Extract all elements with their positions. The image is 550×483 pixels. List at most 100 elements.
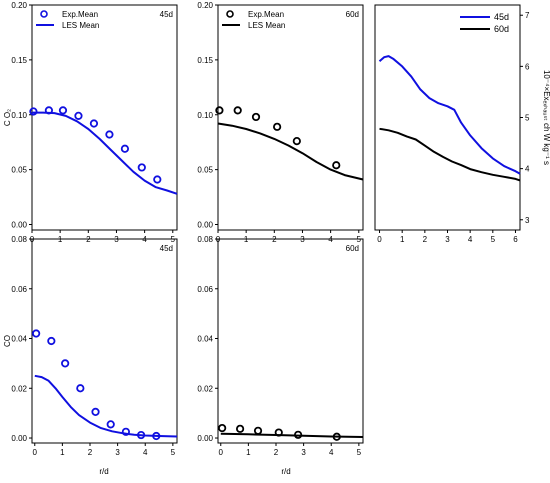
- x-tick-label: 0: [377, 235, 382, 244]
- y-tick-label: 0.02: [197, 384, 213, 393]
- plot-frame: [217, 4, 364, 231]
- y-tick-label: 0.00: [11, 221, 27, 230]
- data-point: [47, 336, 56, 346]
- data-point: [215, 106, 224, 115]
- data-point: [29, 107, 38, 116]
- x-tick-label: 3: [445, 235, 450, 244]
- series-line-les-mean: [220, 432, 364, 438]
- x-tick-label: 5: [171, 448, 176, 457]
- y-tick-label: 6: [525, 62, 530, 71]
- panel-label: 60d: [346, 244, 359, 253]
- chart-panel-co2-60d: 0123450.000.050.100.150.2060dExp.MeanLES…: [197, 1, 364, 244]
- data-point: [76, 384, 85, 393]
- series-line-45d: [378, 55, 521, 175]
- y-tick-label: 0.00: [197, 434, 213, 443]
- x-tick-label: 5: [357, 448, 362, 457]
- data-point: [251, 112, 261, 122]
- data-point: [273, 122, 282, 131]
- data-point: [153, 175, 162, 184]
- data-point: [137, 163, 146, 172]
- chart-panel-exergy: 0 1 2 3 4 5 6 3 4 5 6 7 10⁻⁴×Exₑₓₕₐᵤₛₜ ch W kg⁻¹ s 45…: [374, 4, 550, 244]
- legend-label: LES Mean: [62, 21, 99, 30]
- x-tick-label: 6: [513, 235, 518, 244]
- data-point: [121, 427, 131, 436]
- y-tick-label: 0.20: [197, 1, 213, 10]
- x-tick-label: 5: [491, 235, 496, 244]
- y-tick-label: 0.02: [11, 384, 27, 393]
- plot-frame: [374, 4, 521, 231]
- y-tick-label: 0.20: [11, 1, 27, 10]
- panel-label: 60d: [346, 10, 359, 19]
- y-tick-label: 0.15: [11, 56, 27, 65]
- chart-panel-co-60d: 0 1 2 3 4 5 0.00 0.02 0.04 0.06 0.08 60d: [197, 235, 364, 457]
- plot-frame: [31, 238, 178, 444]
- data-point: [106, 420, 115, 429]
- data-point: [89, 119, 99, 128]
- data-point: [233, 106, 242, 115]
- y-tick-label: 0.06: [11, 285, 27, 294]
- x-tick-label: 3: [115, 448, 120, 457]
- panel-label: 45d: [160, 10, 173, 19]
- x-tick-label: 1: [246, 448, 251, 457]
- legend-label: Exp.Mean: [62, 10, 98, 19]
- y-tick-label: 0.10: [11, 111, 27, 120]
- data-point: [253, 426, 263, 435]
- y-tick-label: 0.05: [11, 166, 27, 175]
- y-tick-label: 0.00: [11, 434, 27, 443]
- data-point: [332, 161, 341, 170]
- x-tick-label: 2: [423, 235, 428, 244]
- plot-frame: [31, 4, 178, 231]
- y-tick-label: 0.06: [197, 285, 213, 294]
- x-tick-label: 1: [400, 235, 405, 244]
- x-tick-label: 3: [301, 448, 306, 457]
- data-point: [120, 144, 130, 153]
- data-point: [105, 130, 114, 139]
- y-axis-label: C O₂: [3, 109, 12, 126]
- x-axis-label-mid: r/d: [281, 467, 290, 476]
- legend-marker: [226, 10, 234, 18]
- legend-label: Exp.Mean: [248, 10, 284, 19]
- data-point: [218, 423, 227, 433]
- x-tick-label: 2: [274, 448, 279, 457]
- x-tick-label: 2: [88, 448, 93, 457]
- x-tick-label: 0: [219, 448, 224, 457]
- data-point: [32, 329, 41, 338]
- x-tick-label: 4: [329, 448, 334, 457]
- y-tick-label: 0.10: [197, 111, 213, 120]
- data-point: [61, 359, 70, 368]
- data-point: [74, 111, 83, 120]
- x-axis-label-left: r/d: [99, 467, 108, 476]
- y-tick-label: 5: [525, 114, 530, 123]
- legend-marker: [40, 10, 48, 18]
- y-tick-label: 0.04: [11, 335, 27, 344]
- x-tick-label: 0: [33, 448, 38, 457]
- series-line-60d: [379, 127, 521, 182]
- y-tick-label: 0.05: [197, 166, 213, 175]
- series-line-les-mean: [32, 111, 178, 195]
- y-tick-label: 0.08: [197, 235, 213, 244]
- y-axis-label: 10⁻⁴×Exₑₓₕₐᵤₛₜ ch W kg⁻¹ s: [542, 70, 550, 165]
- y-tick-label: 0.15: [197, 56, 213, 65]
- y-tick-label: 0.04: [197, 335, 213, 344]
- data-point: [91, 407, 100, 417]
- y-tick-label: 0.08: [11, 235, 27, 244]
- x-tick-label: 4: [468, 235, 473, 244]
- series-line-les-mean: [217, 122, 364, 181]
- series-line-les-mean: [34, 374, 178, 438]
- y-tick-label: 0.00: [197, 221, 213, 230]
- legend-label: LES Mean: [248, 21, 285, 30]
- panel-label: 45d: [160, 244, 173, 253]
- legend-label: 60d: [494, 24, 509, 34]
- x-tick-label: 1: [60, 448, 65, 457]
- data-point: [292, 136, 301, 146]
- y-axis-label: CO: [3, 335, 12, 347]
- y-tick-label: 4: [525, 165, 530, 174]
- legend-label: 45d: [494, 12, 509, 22]
- x-tick-label: 4: [143, 448, 148, 457]
- data-point: [235, 424, 245, 433]
- plot-frame: [217, 238, 364, 444]
- y-tick-label: 3: [525, 216, 530, 225]
- chart-panel-co-45d: 0 1 2 3 4 5 0.00 0.02 0.04 0.06 0.08 CO 45d: [3, 235, 178, 457]
